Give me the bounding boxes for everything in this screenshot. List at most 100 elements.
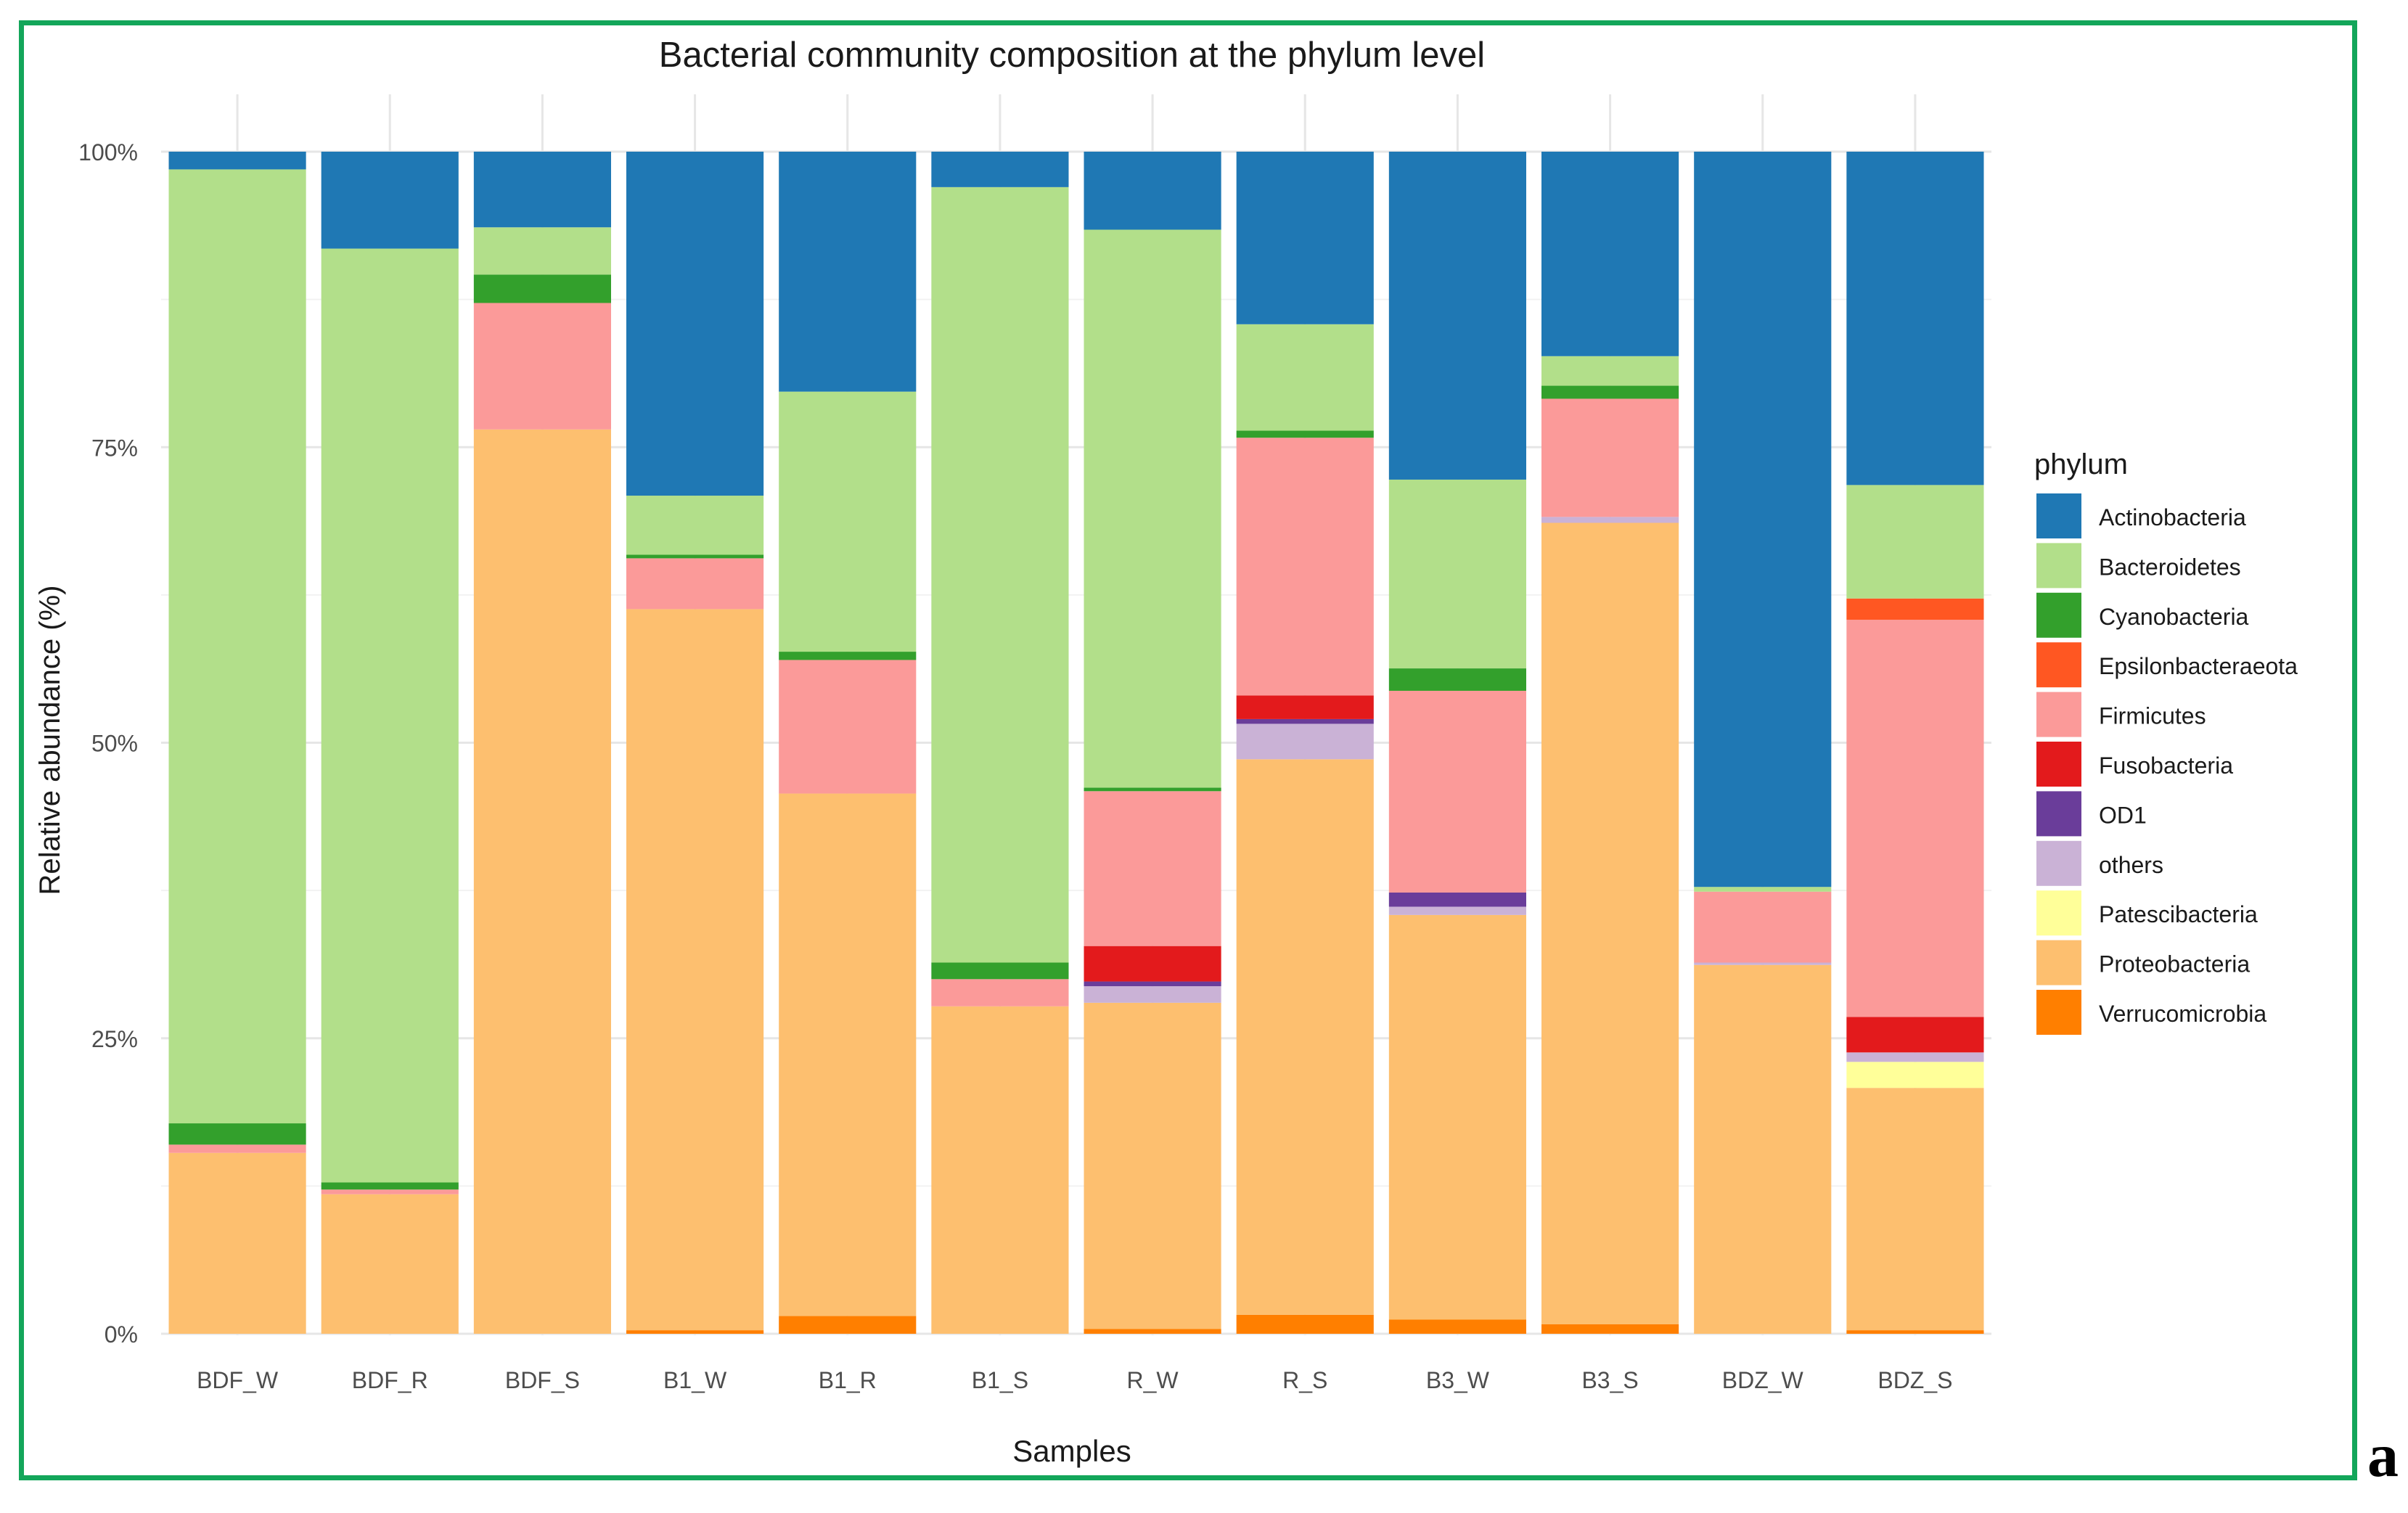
bar-segment-b1-s-cyanobacteria xyxy=(931,962,1069,980)
x-tick-label: B1_S xyxy=(972,1367,1028,1393)
bar-segment-bdz-s-bacteroidetes xyxy=(1846,485,1984,599)
x-tick-label: B3_S xyxy=(1581,1367,1638,1393)
bar-segment-r-w-verrucomicrobia xyxy=(1084,1329,1221,1334)
bar-segment-bdz-s-others xyxy=(1846,1052,1984,1062)
bar-segment-r-s-proteobacteria xyxy=(1236,759,1374,1315)
y-axis-title: Relative abundance (%) xyxy=(34,586,66,895)
bar-segment-bdz-w-bacteroidetes xyxy=(1694,887,1832,892)
bar-segment-bdf-w-actinobacteria xyxy=(168,152,306,170)
bar-segment-r-w-proteobacteria xyxy=(1084,1002,1221,1329)
legend-swatch-cyanobacteria xyxy=(2036,592,2081,638)
bar-segment-b3-w-od1 xyxy=(1388,892,1526,907)
bar-segment-bdf-r-proteobacteria xyxy=(321,1194,459,1334)
legend: Actinobacteria Bacteroidetes Cyanobacteria… xyxy=(2036,493,2298,1035)
y-tick-label: 75% xyxy=(91,435,138,461)
bar-segment-b3-w-bacteroidetes xyxy=(1388,479,1526,669)
bar-segment-b3-s-actinobacteria xyxy=(1541,152,1679,356)
legend-swatch-firmicutes xyxy=(2036,692,2081,737)
bar-segment-bdf-w-firmicutes xyxy=(168,1144,306,1153)
bar-segment-r-w-others xyxy=(1084,986,1221,1003)
bar-segment-bdf-w-proteobacteria xyxy=(168,1152,306,1334)
bar-segment-r-s-bacteroidetes xyxy=(1236,324,1374,431)
bar-segment-b3-w-others xyxy=(1388,906,1526,915)
bar-segment-bdf-r-firmicutes xyxy=(321,1189,459,1194)
bar-segment-b1-r-bacteroidetes xyxy=(779,391,917,652)
bar-segment-r-s-actinobacteria xyxy=(1236,152,1374,324)
bar-segment-bdz-s-firmicutes xyxy=(1846,620,1984,1017)
x-axis-title: Samples xyxy=(1012,1434,1131,1468)
bar-segment-b1-r-cyanobacteria xyxy=(779,652,917,660)
figure-border xyxy=(19,20,2357,1480)
x-tick-label: R_S xyxy=(1282,1367,1327,1393)
legend-label-verrucomicrobia: Verrucomicrobia xyxy=(2099,1001,2266,1027)
bar-segment-r-s-fusobacteria xyxy=(1236,695,1374,719)
bar-segment-r-w-firmicutes xyxy=(1084,791,1221,946)
bar-segment-b1-w-actinobacteria xyxy=(626,152,764,496)
bar-segment-r-w-fusobacteria xyxy=(1084,946,1221,982)
bar-segment-bdf-s-actinobacteria xyxy=(473,152,611,228)
bar-segment-bdf-s-firmicutes xyxy=(473,303,611,430)
bar-segment-b3-s-verrucomicrobia xyxy=(1541,1324,1679,1334)
bar-segment-r-s-others xyxy=(1236,723,1374,760)
bar-segment-bdz-s-fusobacteria xyxy=(1846,1017,1984,1053)
bar-segment-r-s-od1 xyxy=(1236,718,1374,724)
x-tick-label: BDF_R xyxy=(352,1367,428,1393)
bar-segment-b1-w-proteobacteria xyxy=(626,609,764,1331)
bar-segment-b3-s-cyanobacteria xyxy=(1541,385,1679,399)
bar-segment-bdz-s-actinobacteria xyxy=(1846,152,1984,485)
bar-segment-r-w-od1 xyxy=(1084,981,1221,987)
legend-label-fusobacteria: Fusobacteria xyxy=(2099,753,2233,779)
bar-segment-bdf-r-cyanobacteria xyxy=(321,1182,459,1190)
plot-panel xyxy=(161,94,1991,1335)
legend-swatch-verrucomicrobia xyxy=(2036,990,2081,1035)
x-tick-label: BDZ_W xyxy=(1722,1367,1804,1393)
bar-segment-bdz-s-verrucomicrobia xyxy=(1846,1330,1984,1334)
x-tick-label: R_W xyxy=(1127,1367,1179,1393)
bar-segment-bdz-s-epsilonbacteraeota xyxy=(1846,598,1984,620)
legend-label-proteobacteria: Proteobacteria xyxy=(2099,951,2250,977)
bar-segment-b3-w-cyanobacteria xyxy=(1388,668,1526,691)
bar-segment-bdf-r-bacteroidetes xyxy=(321,248,459,1183)
legend-label-od1: OD1 xyxy=(2099,802,2147,828)
bar-segment-b1-r-verrucomicrobia xyxy=(779,1316,917,1334)
legend-label-firmicutes: Firmicutes xyxy=(2099,703,2206,729)
y-tick-label: 25% xyxy=(91,1026,138,1052)
bar-segment-b3-s-others xyxy=(1541,517,1679,523)
bar-segment-r-s-verrucomicrobia xyxy=(1236,1314,1374,1334)
bar-segment-b1-r-proteobacteria xyxy=(779,793,917,1316)
legend-swatch-fusobacteria xyxy=(2036,742,2081,787)
bar-segment-b1-r-actinobacteria xyxy=(779,152,917,392)
bar-segment-b3-w-actinobacteria xyxy=(1388,152,1526,480)
x-tick-label: BDF_W xyxy=(197,1367,279,1393)
x-tick-label: BDF_S xyxy=(505,1367,580,1393)
bar-segment-b3-w-verrucomicrobia xyxy=(1388,1319,1526,1334)
legend-swatch-patescibacteria xyxy=(2036,890,2081,936)
legend-label-actinobacteria: Actinobacteria xyxy=(2099,504,2246,530)
bar-segment-bdz-w-actinobacteria xyxy=(1694,152,1832,887)
bar-segment-bdz-w-proteobacteria xyxy=(1694,964,1832,1334)
bar-segment-bdf-w-cyanobacteria xyxy=(168,1123,306,1145)
legend-title: phylum xyxy=(2034,448,2128,480)
bar-segment-r-w-actinobacteria xyxy=(1084,152,1221,230)
bar-segment-bdf-s-bacteroidetes xyxy=(473,227,611,275)
bar-segment-bdf-s-cyanobacteria xyxy=(473,274,611,303)
bar-segment-b1-s-bacteroidetes xyxy=(931,186,1069,963)
y-tick-label: 100% xyxy=(78,139,138,165)
bar-segment-bdf-s-proteobacteria xyxy=(473,429,611,1334)
legend-label-bacteroidetes: Bacteroidetes xyxy=(2099,554,2241,580)
bar-segment-b1-w-bacteroidetes xyxy=(626,496,764,555)
chart-title: Bacterial community composition at the p… xyxy=(659,36,1485,75)
y-tick-label: 50% xyxy=(91,731,138,757)
bar-segment-r-w-bacteroidetes xyxy=(1084,229,1221,788)
legend-label-others: others xyxy=(2099,852,2163,878)
bar-segment-bdz-s-proteobacteria xyxy=(1846,1088,1984,1331)
bar-segment-bdf-r-actinobacteria xyxy=(321,152,459,249)
legend-label-epsilonbacteraeota: Epsilonbacteraeota xyxy=(2099,653,2298,679)
x-tick-label: B1_R xyxy=(819,1367,877,1393)
bars xyxy=(168,152,1984,1334)
bar-segment-bdz-w-others xyxy=(1694,962,1832,965)
legend-swatch-actinobacteria xyxy=(2036,493,2081,538)
bar-segment-b3-s-firmicutes xyxy=(1541,398,1679,517)
y-axis-ticks: 0% 25% 50% 75% 100% xyxy=(78,139,138,1348)
